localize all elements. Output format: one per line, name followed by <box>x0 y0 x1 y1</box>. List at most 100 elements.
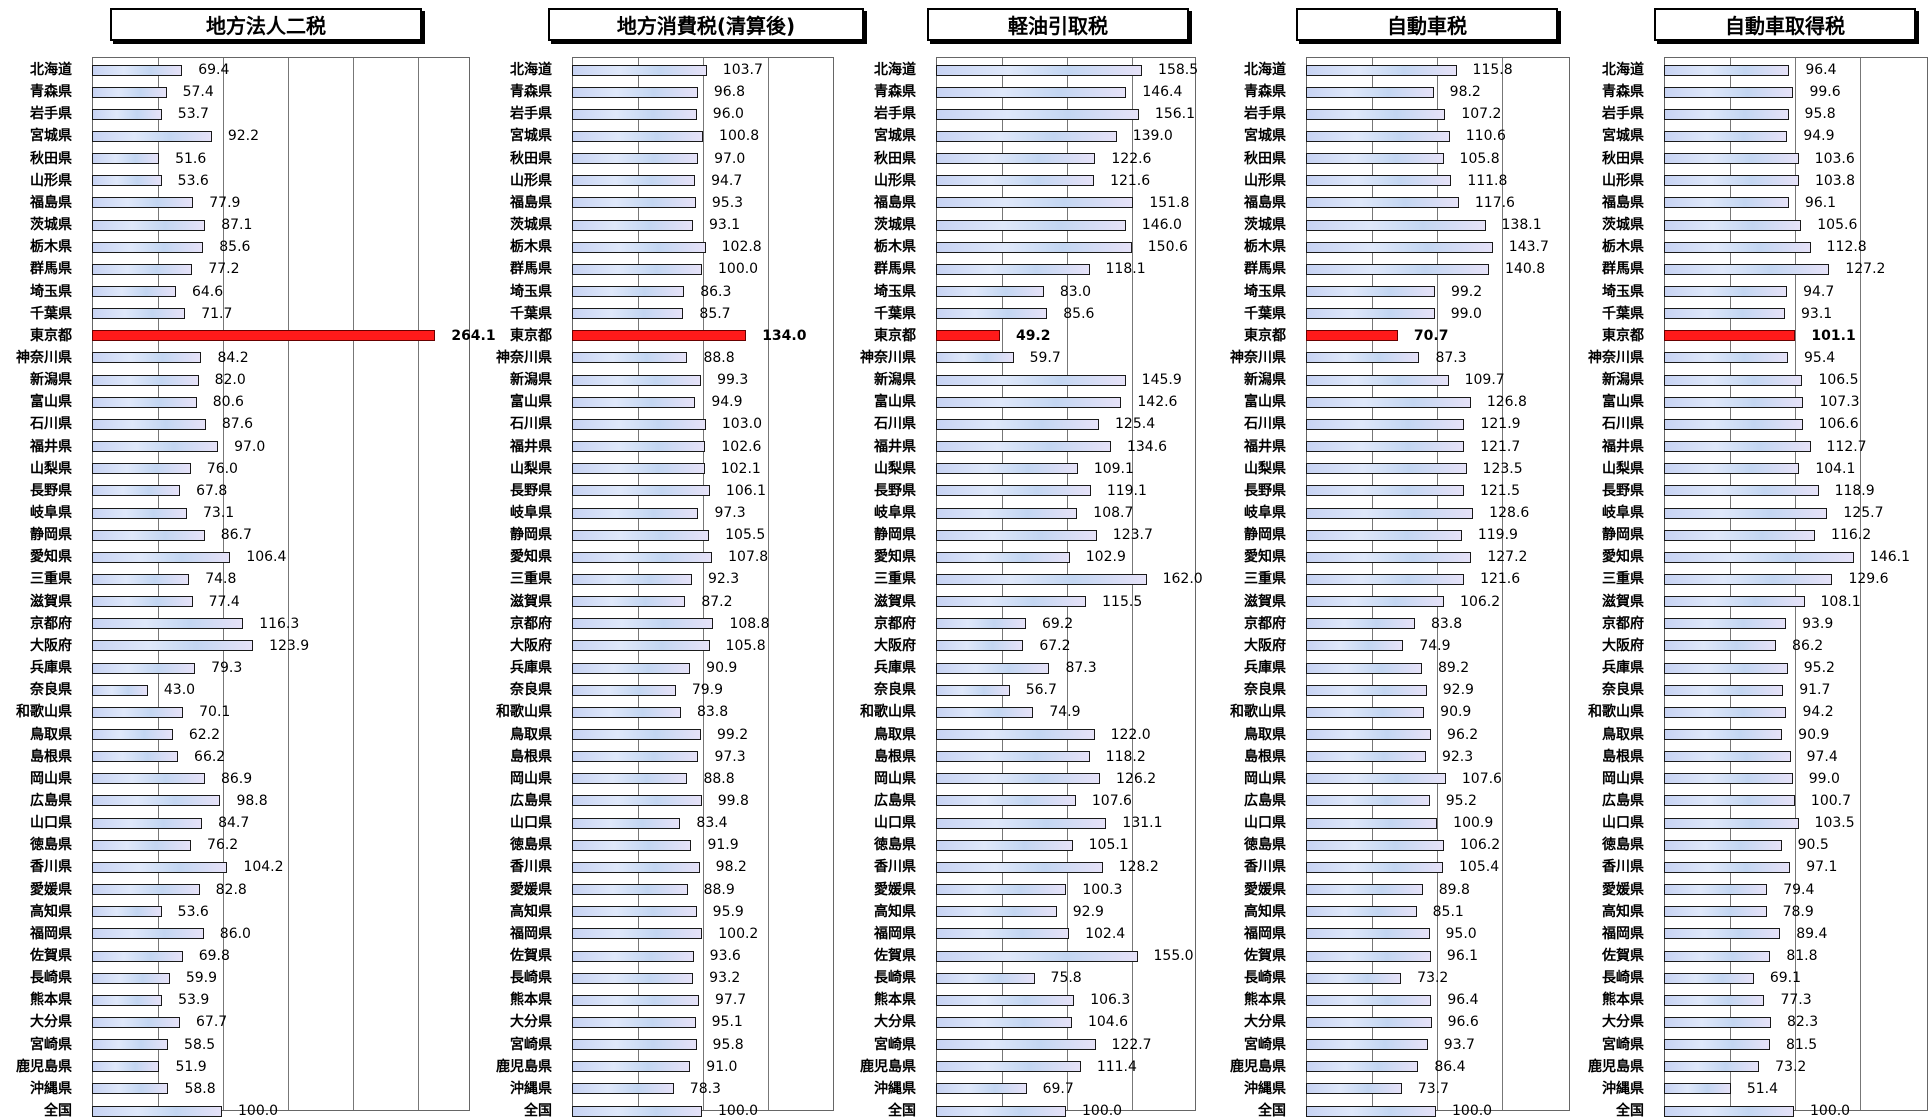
data-label: 105.6 <box>1817 217 1858 234</box>
bar <box>1664 441 1811 453</box>
bar <box>1664 374 1803 386</box>
category-label: 山形県 <box>1602 172 1644 189</box>
data-label: 94.7 <box>711 172 743 189</box>
data-label: 103.5 <box>1814 815 1855 832</box>
data-label: 82.0 <box>214 372 246 389</box>
category-label: 山形県 <box>510 172 552 189</box>
data-label: 49.2 <box>1015 327 1051 344</box>
data-label: 73.2 <box>1775 1058 1807 1075</box>
data-label: 66.2 <box>194 748 226 765</box>
bar <box>1664 1061 1760 1073</box>
category-label: 鳥取県 <box>874 726 916 743</box>
bar <box>1306 618 1415 630</box>
category-label: 岩手県 <box>30 106 72 123</box>
bar <box>572 1061 691 1073</box>
data-label: 95.1 <box>711 1014 743 1031</box>
category-label: 福井県 <box>874 438 916 455</box>
bar <box>936 751 1090 763</box>
category-label: 長崎県 <box>510 970 552 987</box>
bar <box>1306 706 1425 718</box>
data-label: 134.0 <box>762 327 807 344</box>
bar <box>936 1039 1096 1051</box>
bar <box>1306 175 1452 187</box>
bar <box>572 374 702 386</box>
bar <box>1306 839 1445 851</box>
data-label: 109.7 <box>1464 372 1505 389</box>
category-label: 京都府 <box>510 615 552 632</box>
category-label: 宮城県 <box>30 128 72 145</box>
data-label: 121.7 <box>1480 438 1521 455</box>
bar <box>572 507 699 519</box>
data-label: 53.6 <box>177 903 209 920</box>
category-label: 福岡県 <box>874 925 916 942</box>
category-label: 新潟県 <box>30 372 72 389</box>
data-label: 121.5 <box>1479 482 1521 499</box>
bar <box>1306 795 1430 807</box>
category-label: 奈良県 <box>1244 682 1286 699</box>
category-label: 鹿児島県 <box>1230 1058 1286 1075</box>
bar <box>1664 773 1793 785</box>
data-label: 131.1 <box>1122 815 1163 832</box>
bar <box>572 286 685 297</box>
bar <box>1306 640 1404 652</box>
chart-title: 軽油引取税 <box>927 8 1189 41</box>
data-label: 91.7 <box>1799 682 1831 699</box>
category-label: 山梨県 <box>30 460 72 477</box>
data-label: 88.8 <box>703 770 735 787</box>
bar <box>1664 153 1799 165</box>
data-label: 105.5 <box>725 527 766 544</box>
bar <box>1306 950 1431 962</box>
data-label: 108.8 <box>729 615 770 632</box>
bar <box>1664 396 1804 408</box>
category-label: 佐賀県 <box>30 948 72 964</box>
data-label: 85.7 <box>699 305 731 322</box>
category-label: 愛媛県 <box>874 881 916 898</box>
data-label: 67.7 <box>196 1014 228 1031</box>
category-label: 群馬県 <box>510 261 552 278</box>
category-label: 宮城県 <box>1244 128 1286 145</box>
data-label: 102.4 <box>1085 925 1126 942</box>
category-label: 佐賀県 <box>1244 948 1286 964</box>
bar <box>1306 662 1422 674</box>
category-label: 秋田県 <box>510 150 552 167</box>
category-label: 兵庫県 <box>1244 660 1286 677</box>
bar <box>1664 529 1816 541</box>
data-label: 92.3 <box>1441 748 1474 765</box>
bar <box>1306 153 1444 165</box>
category-label: 徳島県 <box>1602 837 1644 854</box>
bar <box>1664 950 1771 962</box>
category-label: 熊本県 <box>1244 992 1286 1009</box>
data-label: 108.1 <box>1820 593 1861 610</box>
data-label: 77.2 <box>208 261 240 278</box>
category-label: 愛知県 <box>510 549 552 566</box>
category-label: 島根県 <box>874 748 916 765</box>
data-label: 95.8 <box>1804 106 1836 123</box>
bar <box>1306 507 1474 519</box>
bar <box>1664 1039 1770 1051</box>
bar <box>1306 330 1398 342</box>
category-label: 石川県 <box>1602 416 1644 433</box>
data-label: 70.7 <box>1413 327 1449 344</box>
data-label: 69.7 <box>1042 1080 1074 1097</box>
category-label: 三重県 <box>874 571 916 588</box>
category-label: 山口県 <box>1602 815 1644 832</box>
data-label: 93.2 <box>709 970 741 987</box>
bar <box>572 485 710 497</box>
category-label: 東京都 <box>874 327 916 344</box>
bar <box>936 330 1000 342</box>
bar <box>1664 884 1768 896</box>
category-label: 島根県 <box>1602 748 1644 765</box>
category-label: 滋賀県 <box>874 593 916 610</box>
data-label: 79.3 <box>211 660 243 677</box>
category-label: 三重県 <box>510 571 552 588</box>
bar <box>572 684 676 696</box>
category-label: 神奈川県 <box>860 349 916 366</box>
data-label: 100.2 <box>718 925 759 942</box>
category-label: 兵庫県 <box>30 660 72 677</box>
category-label: 滋賀県 <box>510 593 552 610</box>
category-label: 福岡県 <box>1244 925 1286 942</box>
bar <box>936 928 1070 940</box>
category-label: 栃木県 <box>1244 239 1286 256</box>
bar <box>1664 684 1784 696</box>
bar <box>936 286 1044 297</box>
